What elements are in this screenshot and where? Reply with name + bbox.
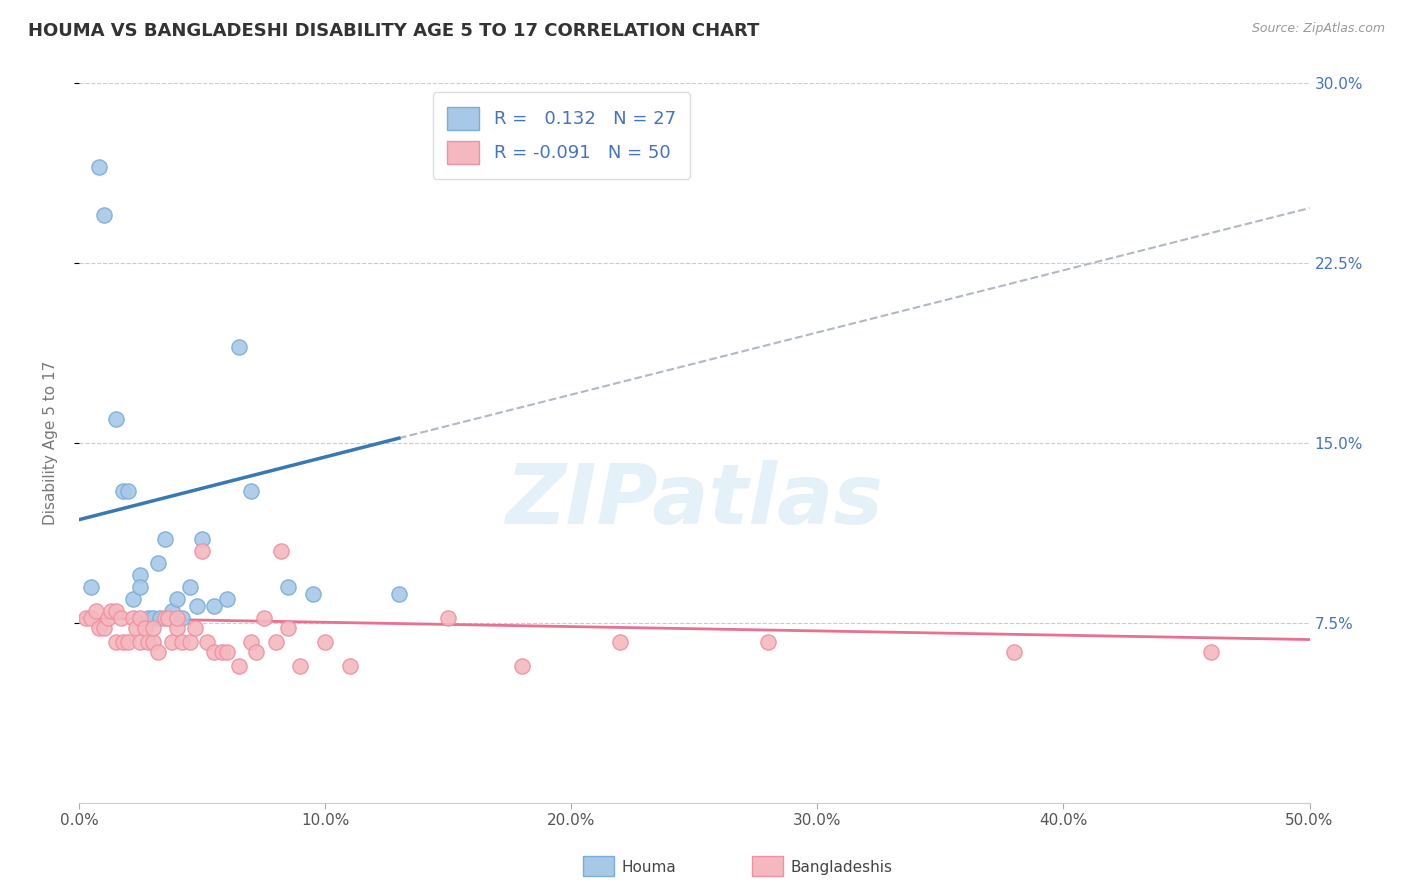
Point bbox=[240, 483, 263, 498]
Legend: R =   0.132   N = 27, R = -0.091   N = 50: R = 0.132 N = 27, R = -0.091 N = 50 bbox=[433, 93, 690, 178]
Point bbox=[195, 635, 218, 649]
Point bbox=[270, 544, 292, 558]
Y-axis label: Disability Age 5 to 17: Disability Age 5 to 17 bbox=[44, 361, 58, 525]
Text: Houma: Houma bbox=[621, 860, 676, 874]
Point bbox=[756, 635, 779, 649]
Point bbox=[129, 580, 152, 594]
Point bbox=[191, 544, 214, 558]
Point bbox=[211, 644, 233, 658]
Point bbox=[339, 659, 361, 673]
Point bbox=[142, 635, 165, 649]
Point bbox=[122, 591, 145, 606]
Point bbox=[112, 483, 135, 498]
Point bbox=[93, 208, 115, 222]
Point bbox=[301, 587, 323, 601]
Point bbox=[202, 599, 225, 613]
Point bbox=[156, 611, 179, 625]
Point bbox=[277, 580, 299, 594]
Point bbox=[142, 621, 165, 635]
Point bbox=[80, 611, 103, 625]
Point bbox=[129, 611, 152, 625]
Point bbox=[388, 587, 411, 601]
Point bbox=[110, 611, 132, 625]
Text: Bangladeshis: Bangladeshis bbox=[790, 860, 893, 874]
Point bbox=[100, 604, 122, 618]
Point bbox=[146, 556, 169, 570]
Point bbox=[129, 567, 152, 582]
Point bbox=[136, 635, 159, 649]
Point bbox=[166, 611, 188, 625]
Point bbox=[215, 644, 238, 658]
Point bbox=[1199, 644, 1222, 658]
Point bbox=[153, 611, 176, 625]
Point bbox=[215, 591, 238, 606]
Point bbox=[183, 621, 205, 635]
Point bbox=[264, 635, 287, 649]
Point bbox=[136, 611, 159, 625]
Point bbox=[153, 532, 176, 546]
Point bbox=[314, 635, 336, 649]
Point bbox=[75, 611, 97, 625]
Point bbox=[149, 611, 172, 625]
Point bbox=[179, 580, 201, 594]
Point bbox=[117, 483, 139, 498]
Point bbox=[97, 611, 120, 625]
Point bbox=[87, 621, 110, 635]
Text: ZIPatlas: ZIPatlas bbox=[505, 460, 883, 541]
Point bbox=[104, 412, 127, 426]
Point bbox=[104, 635, 127, 649]
Point bbox=[202, 644, 225, 658]
Point bbox=[87, 161, 110, 175]
Point bbox=[166, 621, 188, 635]
Point bbox=[277, 621, 299, 635]
Point bbox=[80, 580, 103, 594]
Point bbox=[228, 659, 250, 673]
Point bbox=[252, 611, 274, 625]
Point bbox=[104, 604, 127, 618]
Point bbox=[191, 532, 214, 546]
Point bbox=[245, 644, 267, 658]
Point bbox=[186, 599, 208, 613]
Point bbox=[437, 611, 460, 625]
Point bbox=[166, 591, 188, 606]
Point bbox=[240, 635, 263, 649]
Point bbox=[179, 635, 201, 649]
Point bbox=[134, 621, 156, 635]
Point bbox=[142, 611, 165, 625]
Point bbox=[93, 621, 115, 635]
Point bbox=[162, 604, 184, 618]
Text: HOUMA VS BANGLADESHI DISABILITY AGE 5 TO 17 CORRELATION CHART: HOUMA VS BANGLADESHI DISABILITY AGE 5 TO… bbox=[28, 22, 759, 40]
Point bbox=[129, 635, 152, 649]
Point bbox=[112, 635, 135, 649]
Point bbox=[162, 635, 184, 649]
Point bbox=[117, 635, 139, 649]
Point bbox=[122, 611, 145, 625]
Point bbox=[172, 635, 194, 649]
Point bbox=[172, 611, 194, 625]
Point bbox=[1002, 644, 1025, 658]
Point bbox=[84, 604, 107, 618]
Point bbox=[609, 635, 631, 649]
Point bbox=[510, 659, 533, 673]
Point bbox=[146, 644, 169, 658]
Point bbox=[124, 621, 146, 635]
Text: Source: ZipAtlas.com: Source: ZipAtlas.com bbox=[1251, 22, 1385, 36]
Point bbox=[228, 340, 250, 354]
Point bbox=[290, 659, 312, 673]
